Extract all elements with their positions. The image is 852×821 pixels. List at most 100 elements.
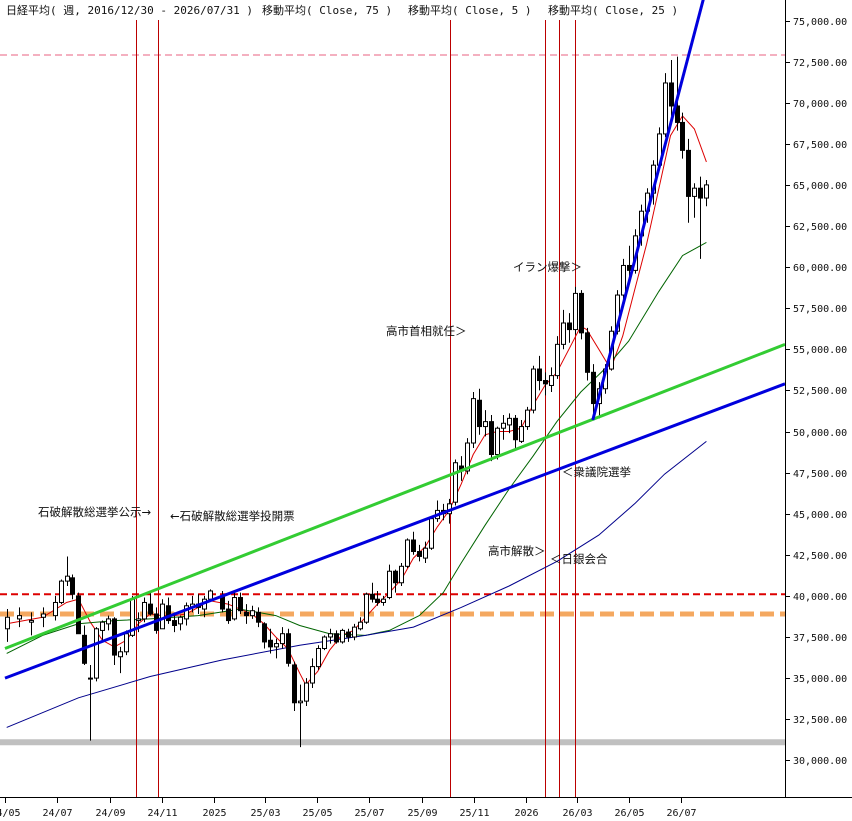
- candle-body-84: [537, 368, 542, 382]
- y-tick-label-11: 57,500.00: [793, 304, 847, 315]
- candle-body-78: [501, 422, 506, 429]
- candle-body-19: [142, 601, 147, 620]
- annotation-lower-house-election: ＜衆議院選挙: [562, 465, 631, 479]
- candle-body-88: [561, 322, 566, 345]
- x-tick-label-2: 24/09: [95, 808, 125, 819]
- candle-body-20: [148, 603, 153, 615]
- chart-title: 日経平均( 週, 2016/12/30 - 2026/07/31 ): [6, 4, 253, 17]
- event-lines-layer: [136, 20, 576, 797]
- x-tick-label-6: 25/05: [302, 808, 332, 819]
- candle-body-43: [292, 664, 297, 704]
- candle-body-15: [118, 651, 123, 658]
- x-tick-label-11: 26/03: [562, 808, 592, 819]
- candle-body-107: [675, 105, 680, 123]
- candle-body-7: [70, 577, 75, 595]
- y-axis-ticks: 30,000.00 32,500.00 35,000.00 37,500.00 40,0…: [785, 17, 847, 767]
- candle-body-50: [334, 633, 339, 643]
- candle-body-0: [5, 616, 10, 630]
- candle-body-34: [238, 597, 243, 612]
- candle-body-72: [465, 442, 470, 472]
- candle-body-74: [477, 399, 482, 428]
- candle-body-61: [399, 565, 404, 584]
- candle-body-25: [178, 616, 183, 625]
- candle-body-55: [364, 593, 369, 623]
- candle-body-37: [256, 611, 261, 623]
- candle-body-18: [136, 618, 141, 622]
- candle-body-11: [94, 628, 99, 679]
- candle-body-24: [172, 620, 177, 626]
- annotation-takaichi-dissolve: 高市解散＞: [488, 544, 546, 558]
- candle-body-12: [100, 621, 105, 631]
- candle-body-38: [262, 623, 267, 643]
- x-tick-label-0: 24/05: [0, 808, 21, 819]
- candle-body-92: [585, 332, 590, 373]
- y-tick-label-4: 40,000.00: [793, 592, 847, 603]
- candle-body-73: [471, 398, 476, 444]
- x-tick-label-7: 25/07: [354, 808, 384, 819]
- candle-body-48: [322, 636, 327, 650]
- candle-body-51: [340, 629, 345, 643]
- x-tick-label-12: 26/05: [614, 808, 644, 819]
- y-tick-label-16: 70,000.00: [793, 99, 847, 110]
- candle-body-56: [370, 593, 375, 600]
- candle-body-87: [555, 343, 560, 377]
- candle-body-77: [495, 427, 500, 456]
- y-tick-label-7: 47,500.00: [793, 469, 847, 480]
- x-tick-label-10: 2026: [514, 808, 538, 819]
- candle-body-8: [76, 595, 81, 635]
- candle-body-49: [328, 633, 333, 638]
- annotation-takaichi-pm: 高市首相就任＞: [386, 324, 467, 338]
- candle-body-26: [184, 605, 189, 620]
- y-tick-label-18: 75,000.00: [793, 17, 847, 28]
- candle-body-93: [591, 371, 596, 405]
- y-tick-label-1: 32,500.00: [793, 715, 847, 726]
- ma-label-5: 移動平均( Close, 5 ): [408, 3, 531, 17]
- candle-body-108: [680, 121, 685, 151]
- candle-body-1: [17, 615, 22, 620]
- candle-body-70: [453, 462, 458, 503]
- candle-body-79: [507, 417, 512, 426]
- candle-body-44: [298, 700, 303, 704]
- candle-body-106: [669, 82, 674, 107]
- annotation-ishiba-announce: 石破解散総選挙公示→: [38, 505, 151, 519]
- trend-blue-trend-steep: [591, 0, 705, 421]
- x-tick-label-1: 24/07: [42, 808, 72, 819]
- candle-body-6: [65, 575, 70, 582]
- candle-body-41: [280, 633, 285, 645]
- candle-body-63: [411, 539, 416, 553]
- candle-body-5: [59, 580, 64, 603]
- x-tick-label-5: 25/03: [250, 808, 280, 819]
- y-tick-label-9: 52,500.00: [793, 386, 847, 397]
- candle-body-30: [208, 590, 213, 600]
- y-tick-label-6: 45,000.00: [793, 510, 847, 521]
- y-tick-label-3: 37,500.00: [793, 633, 847, 644]
- candle-body-3: [41, 613, 46, 618]
- y-tick-label-2: 35,000.00: [793, 674, 847, 685]
- candle-body-23: [166, 605, 171, 622]
- candle-body-66: [429, 518, 434, 549]
- candle-body-13: [106, 618, 111, 625]
- y-tick-label-14: 65,000.00: [793, 181, 847, 192]
- y-tick-label-15: 67,500.00: [793, 140, 847, 151]
- candle-body-105: [663, 82, 668, 135]
- candle-body-45: [304, 682, 309, 702]
- candle-body-85: [543, 380, 548, 385]
- annotation-ishiba-vote: ←石破解散総選挙投開票: [170, 509, 295, 523]
- y-tick-label-17: 72,500.00: [793, 58, 847, 69]
- y-tick-label-0: 30,000.00: [793, 756, 847, 767]
- candle-body-91: [579, 292, 584, 334]
- candle-body-46: [310, 666, 315, 684]
- y-tick-label-13: 62,500.00: [793, 222, 847, 233]
- candle-body-86: [549, 375, 554, 386]
- x-axis-ticks: 24/05 24/07 24/09 24/11 2025 25/03 25/05 25/07 2…: [0, 797, 697, 819]
- candle-body-2: [29, 620, 34, 623]
- trend-lines-layer: [4, 0, 786, 680]
- candle-body-53: [352, 626, 357, 638]
- candle-body-10: [88, 677, 93, 680]
- candle-body-22: [160, 603, 165, 630]
- candle-body-62: [405, 539, 410, 567]
- y-tick-label-5: 42,500.00: [793, 551, 847, 562]
